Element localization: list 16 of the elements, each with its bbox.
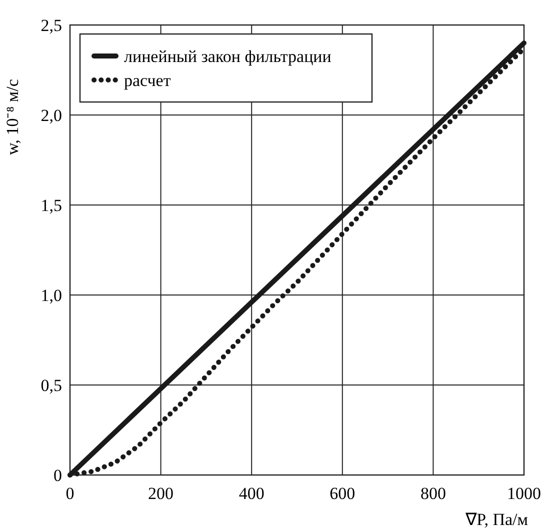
y-tick-label: 0,5	[40, 376, 62, 395]
legend-label: линейный закон фильтрации	[124, 47, 332, 66]
y-tick-label: 2,5	[40, 16, 62, 35]
x-tick-label: 800	[420, 484, 446, 503]
x-tick-label: 1000	[507, 484, 541, 503]
y-tick-label: 2,0	[40, 106, 62, 125]
y-tick-label: 0	[54, 466, 62, 485]
x-tick-label: 0	[66, 484, 74, 503]
x-tick-label: 600	[330, 484, 356, 503]
y-axis-title: w, 10⁻⁸ м/с	[3, 78, 22, 155]
x-tick-label: 200	[148, 484, 174, 503]
y-tick-label: 1,0	[40, 286, 62, 305]
x-tick-label: 400	[238, 484, 264, 503]
x-axis-title: ∇P, Па/м	[464, 510, 528, 529]
legend-label: расчет	[124, 71, 172, 90]
y-tick-label: 1,5	[40, 196, 62, 215]
